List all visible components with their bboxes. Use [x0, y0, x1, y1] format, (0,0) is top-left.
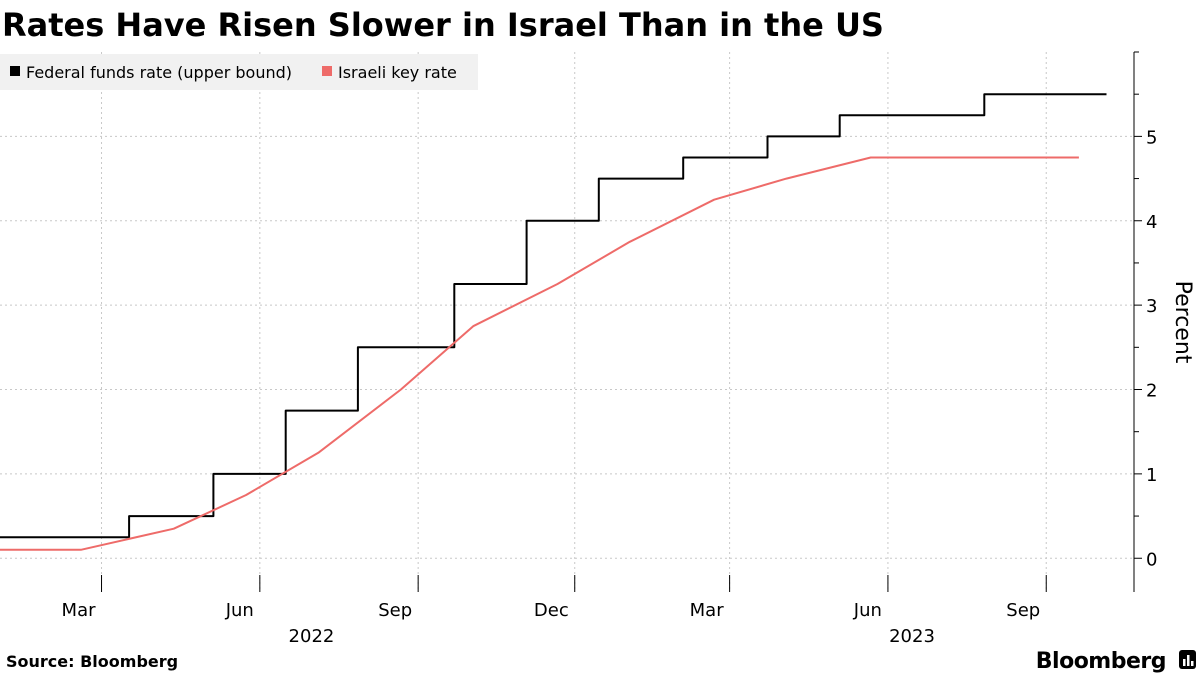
- x-tick-label: Sep: [378, 600, 412, 621]
- gridlines: [0, 52, 1134, 592]
- y-tick-label: 2: [1146, 381, 1157, 402]
- x-year-label: 2023: [889, 626, 935, 647]
- x-tick-label: Jun: [853, 600, 882, 621]
- x-tick-label: Mar: [62, 600, 97, 621]
- legend-label: Israeli key rate: [338, 63, 457, 82]
- source-note: Source: Bloomberg: [6, 652, 178, 671]
- y-tick-label: 3: [1146, 296, 1157, 317]
- legend-label: Federal funds rate (upper bound): [26, 63, 292, 82]
- x-tick-label: Dec: [534, 600, 569, 621]
- y-tick-label: 4: [1146, 212, 1157, 233]
- bloomberg-chart-icon: [1179, 650, 1196, 669]
- x-axis: Mar Jun Sep Dec Mar Jun Sep 2022 2023: [62, 575, 1047, 647]
- y-tick-label: 0: [1146, 549, 1157, 570]
- legend-swatch: [322, 66, 332, 76]
- y-tick-label: 5: [1146, 127, 1157, 148]
- y-tick-label: 1: [1146, 465, 1157, 486]
- y-axis: 0 1 2 3 4 5: [1133, 51, 1157, 592]
- legend: Federal funds rate (upper bound) Israeli …: [0, 54, 478, 90]
- legend-background: [0, 54, 478, 90]
- x-tick-label: Mar: [690, 600, 725, 621]
- series-lines: [0, 93, 1107, 551]
- series-line-0: [0, 93, 1107, 539]
- bloomberg-logo: Bloomberg: [1036, 649, 1166, 674]
- x-tick-label: Jun: [225, 600, 254, 621]
- chart-title: Rates Have Risen Slower in Israel Than i…: [2, 6, 884, 44]
- series-line-1: [0, 156, 1079, 551]
- x-year-label: 2022: [289, 626, 335, 647]
- y-axis-label: Percent: [1170, 281, 1195, 364]
- legend-swatch: [10, 66, 20, 76]
- x-tick-label: Sep: [1006, 600, 1040, 621]
